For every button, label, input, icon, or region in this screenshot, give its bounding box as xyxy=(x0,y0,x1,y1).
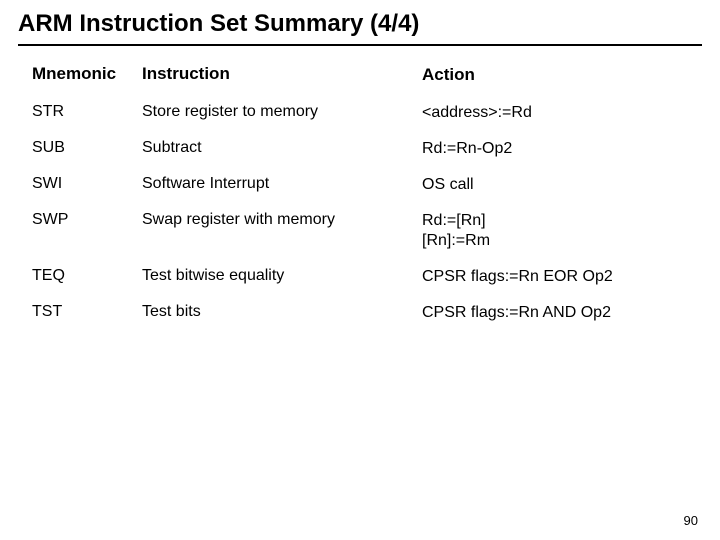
cell-action: CPSR flags:=Rn AND Op2 xyxy=(422,303,702,323)
cell-instruction: Subtract xyxy=(142,139,422,157)
table-row: TEQ Test bitwise equality CPSR flags:=Rn… xyxy=(32,267,702,287)
cell-mnemonic: SWP xyxy=(32,211,142,229)
cell-action: CPSR flags:=Rn EOR Op2 xyxy=(422,267,702,287)
cell-mnemonic: SWI xyxy=(32,175,142,193)
page-number: 90 xyxy=(684,513,698,528)
instruction-table: Mnemonic Instruction Action STR Store re… xyxy=(32,64,702,323)
table-row: TST Test bits CPSR flags:=Rn AND Op2 xyxy=(32,303,702,323)
cell-instruction: Test bits xyxy=(142,303,422,321)
cell-instruction: Swap register with memory xyxy=(142,211,422,229)
cell-mnemonic: STR xyxy=(32,103,142,121)
cell-instruction: Store register to memory xyxy=(142,103,422,121)
header-mnemonic: Mnemonic xyxy=(32,64,142,84)
header-instruction: Instruction xyxy=(142,64,422,84)
page-title: ARM Instruction Set Summary (4/4) xyxy=(18,10,702,46)
cell-instruction: Software Interrupt xyxy=(142,175,422,193)
table-row: SWP Swap register with memory Rd:=[Rn] [… xyxy=(32,211,702,251)
table-row: SUB Subtract Rd:=Rn-Op2 xyxy=(32,139,702,159)
cell-action: <address>:=Rd xyxy=(422,103,702,123)
cell-mnemonic: TEQ xyxy=(32,267,142,285)
cell-instruction: Test bitwise equality xyxy=(142,267,422,285)
cell-action: Rd:=[Rn] [Rn]:=Rm xyxy=(422,211,702,251)
cell-mnemonic: TST xyxy=(32,303,142,321)
table-header-row: Mnemonic Instruction Action xyxy=(32,64,702,85)
table-row: STR Store register to memory <address>:=… xyxy=(32,103,702,123)
table-row: SWI Software Interrupt OS call xyxy=(32,175,702,195)
cell-action: OS call xyxy=(422,175,702,195)
cell-mnemonic: SUB xyxy=(32,139,142,157)
cell-action: Rd:=Rn-Op2 xyxy=(422,139,702,159)
slide: ARM Instruction Set Summary (4/4) Mnemon… xyxy=(0,0,720,540)
header-action: Action xyxy=(422,64,702,85)
